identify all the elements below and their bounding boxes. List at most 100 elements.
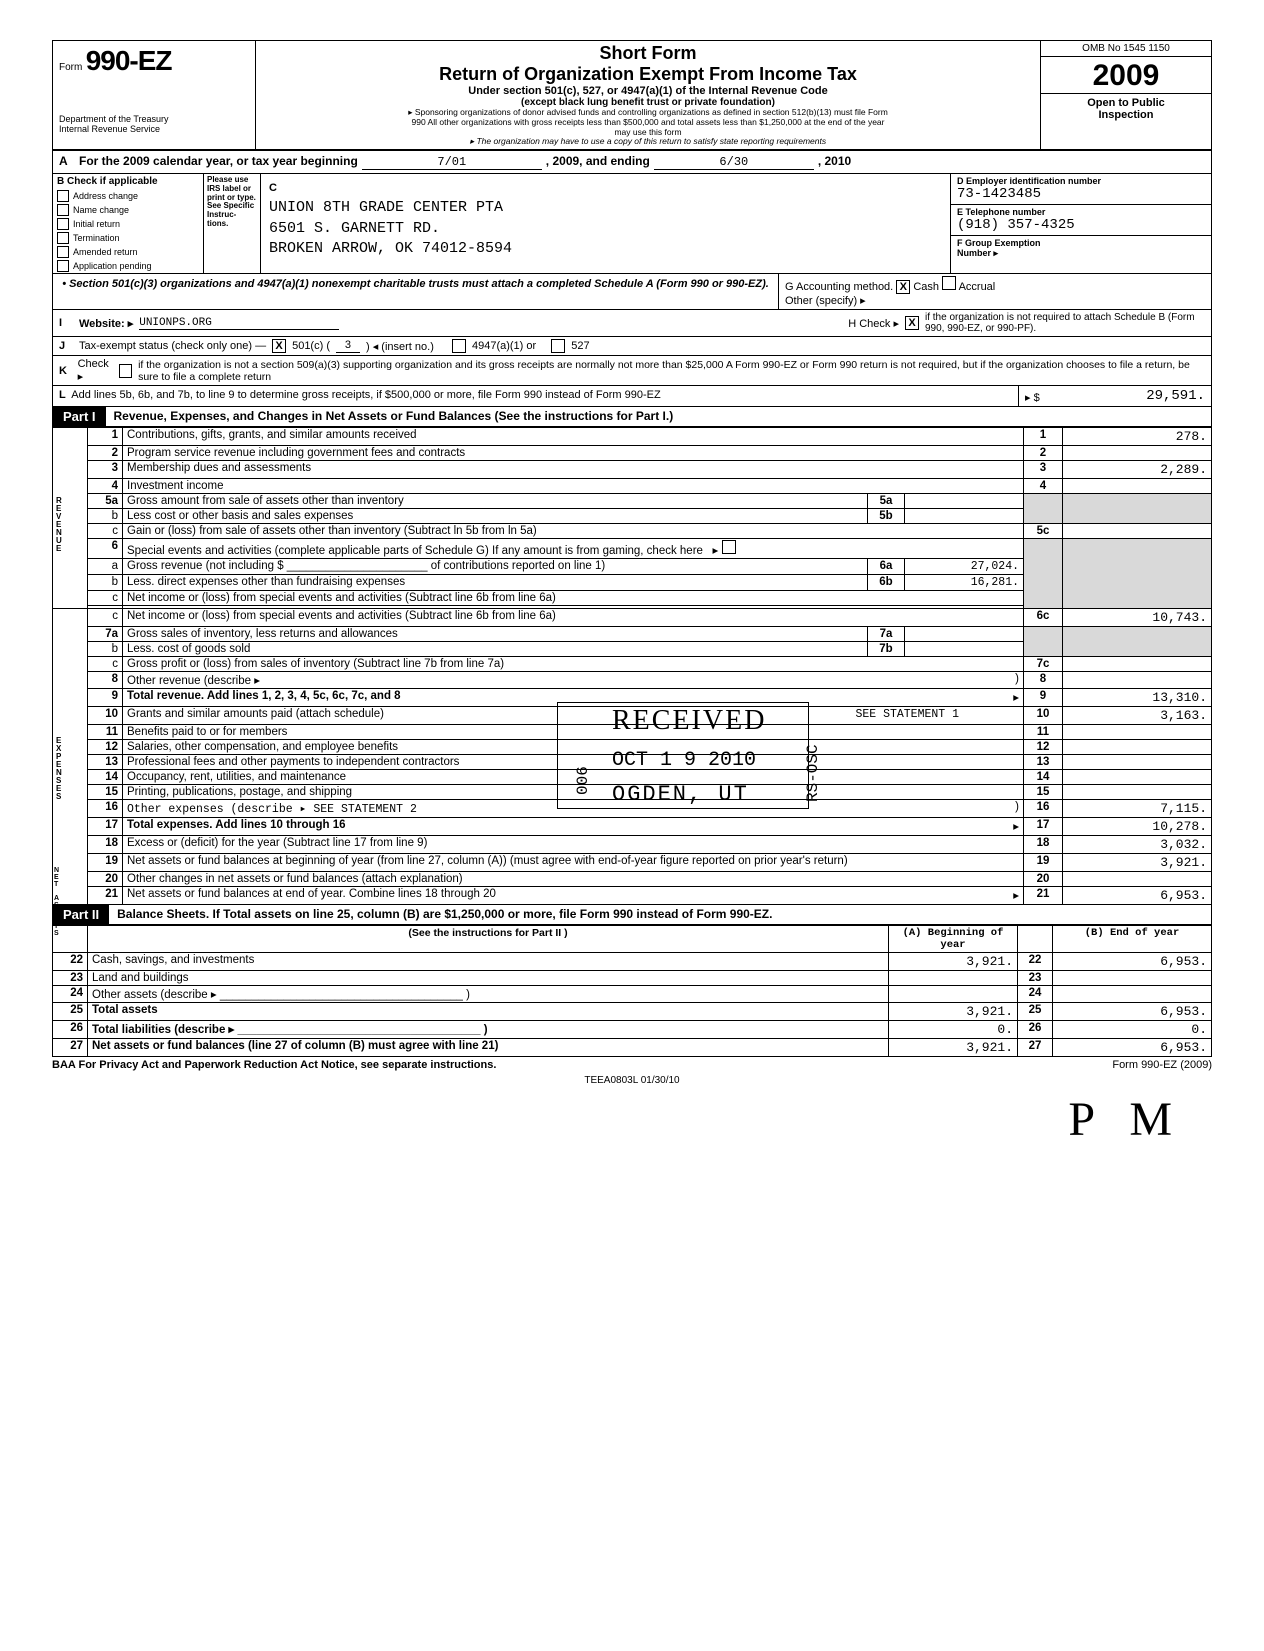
row-a-mid: , 2009, and ending <box>546 154 650 168</box>
l8-desc: Other revenue (describe ▸ <box>127 675 260 687</box>
l12-val <box>1063 740 1212 755</box>
chk-address[interactable] <box>57 190 69 202</box>
l17-val: 10,278. <box>1063 818 1212 836</box>
l23-a <box>889 971 1018 986</box>
b-header: Check if applicable <box>67 176 158 187</box>
l27-desc: Net assets or fund balances (line 27 of … <box>92 1040 498 1052</box>
l6a-desc: Gross revenue (not including $ _________… <box>123 559 868 575</box>
chk-527[interactable] <box>551 339 565 353</box>
chk-amended[interactable] <box>57 246 69 258</box>
teea-code: TEEA0803L 01/30/10 <box>52 1075 1212 1086</box>
chk-initial[interactable] <box>57 218 69 230</box>
chk-cash[interactable]: X <box>896 280 910 294</box>
grp-label: F Group Exemption <box>957 238 1205 248</box>
l7a-desc: Gross sales of inventory, less returns a… <box>123 627 868 642</box>
l22-b: 6,953. <box>1053 953 1212 971</box>
l19-val: 3,921. <box>1063 854 1212 872</box>
balance-table: (See the instructions for Part II ) (A) … <box>52 925 1212 1057</box>
lbl-name: Name change <box>73 205 129 215</box>
l7c-val <box>1063 657 1212 672</box>
l13-desc: Professional fees and other payments to … <box>123 755 1024 770</box>
l7a-val <box>905 627 1024 642</box>
side-net: NETASSETS <box>54 867 59 937</box>
l1-desc: Contributions, gifts, grants, and simila… <box>123 428 1024 446</box>
bcd-block: B Check if applicable Address change Nam… <box>52 174 1212 274</box>
row-k: K Check ▸ if the organization is not a s… <box>52 356 1212 386</box>
l8-val <box>1063 672 1212 689</box>
chk-h[interactable]: X <box>905 316 919 330</box>
chk-termination[interactable] <box>57 232 69 244</box>
form-page: Form 990-EZ Department of the Treasury I… <box>52 40 1212 1147</box>
part-ii-tag: Part II <box>53 905 109 924</box>
l15-val <box>1063 785 1212 800</box>
l14-desc: Occupancy, rent, utilities, and maintena… <box>123 770 1024 785</box>
l24-a <box>889 986 1018 1003</box>
l14-val <box>1063 770 1212 785</box>
part-i-body-wrap: 1Contributions, gifts, grants, and simil… <box>52 427 1212 905</box>
h-rest: if the organization is not required to a… <box>925 312 1205 334</box>
l27-b: 6,953. <box>1053 1039 1212 1057</box>
baa-text: BAA For Privacy Act and Paperwork Reduct… <box>52 1059 496 1071</box>
chk-pending[interactable] <box>57 260 69 272</box>
l9-val: 13,310. <box>1063 689 1212 707</box>
org-name: UNION 8TH GRADE CENTER PTA <box>269 199 503 216</box>
header-center: Short Form Return of Organization Exempt… <box>256 41 1040 149</box>
l-text: Add lines 5b, 6b, and 7b, to line 9 to d… <box>71 389 660 401</box>
chk-accrual[interactable] <box>942 276 956 290</box>
l25-b: 6,953. <box>1053 1003 1212 1021</box>
form-title: Return of Organization Exempt From Incom… <box>262 64 1034 85</box>
l16-desc: Other expenses (describe ▸ SEE STATEMENT… <box>127 803 417 816</box>
l4-desc: Investment income <box>123 479 1024 494</box>
part-i-desc: Revenue, Expenses, and Changes in Net As… <box>106 407 1211 426</box>
side-expenses: EXPENSES <box>56 737 62 801</box>
org-addr: 6501 S. GARNETT RD. <box>269 220 440 237</box>
l5c-val <box>1063 524 1212 539</box>
l15-desc: Printing, publications, postage, and shi… <box>123 785 1024 800</box>
l5a-desc: Gross amount from sale of assets other t… <box>123 494 868 509</box>
l20-val <box>1063 872 1212 887</box>
j-501c: 501(c) ( <box>292 340 330 352</box>
grp-number: Number ▸ <box>957 248 1205 259</box>
l10-extra: SEE STATEMENT 1 <box>855 708 1019 721</box>
open-public: Open to Public <box>1041 97 1211 109</box>
row-a: A For the 2009 calendar year, or tax yea… <box>52 151 1212 174</box>
j-4947: 4947(a)(1) or <box>472 340 536 352</box>
form-label: Form <box>59 62 82 73</box>
chk-501c[interactable]: X <box>272 339 286 353</box>
l6-desc: Special events and activities (complete … <box>127 545 703 557</box>
l4-val <box>1063 479 1212 494</box>
l6a-val: 27,024. <box>905 559 1024 575</box>
website-label: Website: ▸ <box>79 317 133 330</box>
l3-val: 2,289. <box>1063 461 1212 479</box>
part-i-header: Part I Revenue, Expenses, and Changes in… <box>52 407 1212 427</box>
header-right: OMB No 1545 1150 2009 Open to Public Ins… <box>1040 41 1211 149</box>
chk-k[interactable] <box>119 364 132 378</box>
l7b-desc: Less. cost of goods sold <box>123 642 868 657</box>
col-c: C UNION 8TH GRADE CENTER PTA 6501 S. GAR… <box>261 174 951 273</box>
l25-a: 3,921. <box>889 1003 1018 1021</box>
l6b-desc: Less. direct expenses other than fundrai… <box>123 575 868 591</box>
l22-desc: Cash, savings, and investments <box>88 953 889 971</box>
chk-name[interactable] <box>57 204 69 216</box>
part-i-tag: Part I <box>53 407 106 426</box>
k-text: if the organization is not a section 509… <box>138 359 1205 383</box>
l25-desc: Total assets <box>92 1004 158 1016</box>
l19-desc: Net assets or fund balances at beginning… <box>123 854 1024 872</box>
inspection: Inspection <box>1041 109 1211 121</box>
l11-desc: Benefits paid to or for members <box>123 725 1024 740</box>
chk-gaming[interactable] <box>722 540 736 554</box>
chk-4947[interactable] <box>452 339 466 353</box>
c-label: C <box>269 182 277 194</box>
bal-colB: (B) End of year <box>1053 926 1212 953</box>
l5a-val <box>905 494 1024 509</box>
j-label: Tax-exempt status (check only one) — <box>79 340 266 352</box>
bal-colA: (A) Beginning of year <box>889 926 1018 953</box>
part-i-table: 1Contributions, gifts, grants, and simil… <box>52 427 1212 609</box>
lbl-address: Address change <box>73 191 138 201</box>
section-501-note: • Section 501(c)(3) organizations and 49… <box>53 274 779 309</box>
l16-val: 7,115. <box>1063 800 1212 818</box>
j-insert: ) ◂ (insert no.) <box>366 340 434 353</box>
l6c-desc: Net income or (loss) from special events… <box>123 591 1024 606</box>
ein-value: 73-1423485 <box>957 186 1205 202</box>
l23-desc: Land and buildings <box>88 971 889 986</box>
